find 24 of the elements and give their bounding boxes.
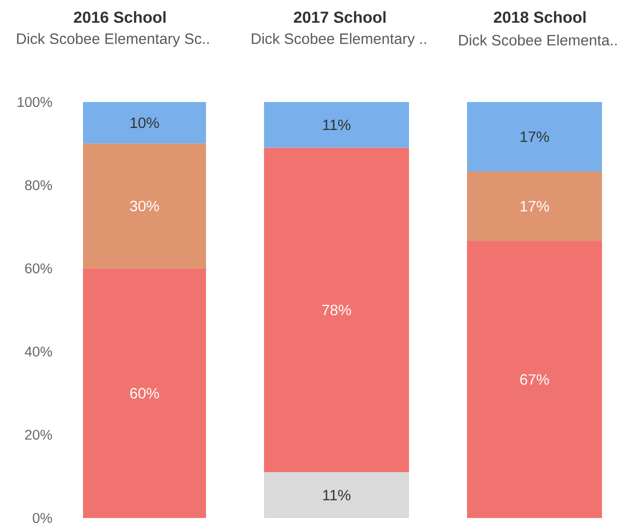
bar (83, 102, 206, 144)
x-tick-label: Dick Scobee Elementa.. (459, 34, 617, 46)
x-tick-label: Dick Scobee Elementary Sc.. (17, 32, 209, 47)
chart-title: 2016 School (74, 11, 166, 23)
y-tick-label: 100% (18, 97, 52, 107)
y-tick-label: 0% (32, 513, 52, 523)
data-label: 30% (130, 200, 159, 212)
data-label: 60% (130, 388, 159, 398)
y-tick-label: 20% (25, 430, 52, 440)
data-label: 78% (322, 304, 351, 316)
y-tick-label: 40% (24, 346, 52, 357)
chart-title: 2018 School (494, 11, 586, 23)
bar (83, 268, 206, 518)
data-label: 67% (520, 374, 549, 385)
chart-title: 2017 School (294, 11, 386, 23)
data-label: 11% (323, 490, 350, 500)
bar (83, 144, 206, 268)
x-tick-label: Dick Scobee Elementary .. (252, 32, 426, 47)
y-tick-label: 60% (25, 263, 52, 274)
data-label: 17% (520, 200, 549, 212)
data-label: 11% (323, 120, 350, 130)
data-label: 17% (520, 131, 549, 142)
y-tick-label: 80% (25, 180, 52, 190)
data-label: 10% (130, 117, 159, 128)
